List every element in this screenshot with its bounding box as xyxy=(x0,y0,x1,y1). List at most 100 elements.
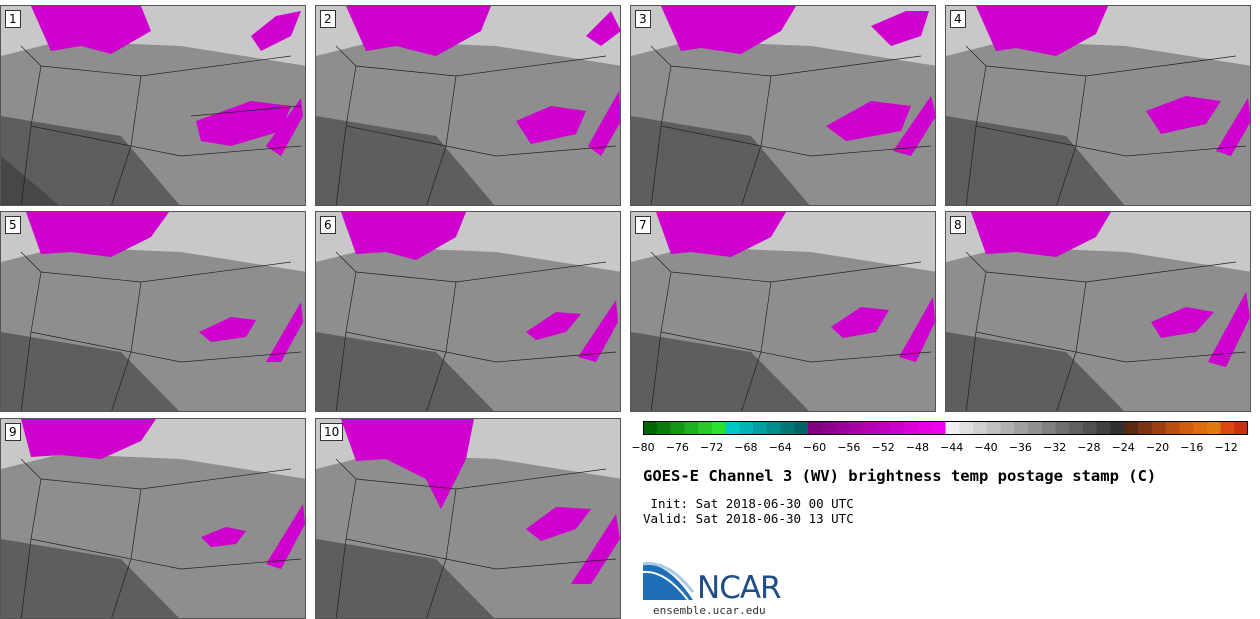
colorbar-swatch xyxy=(711,421,727,435)
colorbar-tick-label: −12 xyxy=(1214,441,1238,454)
colorbar-swatch xyxy=(1041,421,1057,435)
map-panel-image xyxy=(1,6,305,205)
colorbar-swatch xyxy=(808,421,823,435)
panel-number-label: 6 xyxy=(320,216,336,234)
colorbar-swatch xyxy=(1193,421,1208,435)
map-panel-image xyxy=(946,6,1250,205)
colorbar-swatch xyxy=(1083,421,1098,435)
panel-number-label: 7 xyxy=(635,216,651,234)
colorbar-tick-label: −40 xyxy=(974,441,998,454)
colorbar-swatch xyxy=(1124,421,1139,435)
colorbar-tick-label: −80 xyxy=(631,441,655,454)
colorbar-tick-label: −36 xyxy=(1008,441,1032,454)
postage-stamp-panel: 3 xyxy=(630,5,936,206)
colorbar-swatch xyxy=(1096,421,1112,435)
colorbar-swatch xyxy=(1138,421,1153,435)
map-panel-image xyxy=(1,419,305,618)
postage-stamp-panel: 8 xyxy=(945,211,1251,412)
colorbar-swatch xyxy=(656,421,672,435)
colorbar-tick-label: −20 xyxy=(1145,441,1170,454)
colorbar-swatch xyxy=(1206,421,1222,435)
panel-number-label: 10 xyxy=(320,423,344,441)
colorbar-swatch xyxy=(1055,421,1070,435)
colorbar-swatch xyxy=(945,421,960,435)
colorbar-swatch xyxy=(766,421,782,435)
map-panel-image xyxy=(1,212,305,411)
colorbar-swatch xyxy=(904,421,919,435)
colorbar-swatch xyxy=(1000,421,1015,435)
colorbar-swatch xyxy=(1179,421,1194,435)
colorbar-swatch xyxy=(1220,421,1235,435)
postage-stamp-panel: 5 xyxy=(0,211,306,412)
colorbar-tick-label: −52 xyxy=(871,441,895,454)
colorbar-swatch xyxy=(684,421,699,435)
colorbar-swatch xyxy=(835,421,850,435)
ncar-logo-icon xyxy=(643,562,695,601)
colorbar-tick-label: −72 xyxy=(699,441,724,454)
panel-number-label: 1 xyxy=(5,10,21,28)
colorbar-swatch xyxy=(1069,421,1084,435)
colorbar-swatch xyxy=(698,421,713,435)
map-panel-image xyxy=(631,212,935,411)
logo-text: NCAR xyxy=(697,570,782,606)
colorbar-swatch xyxy=(973,421,988,435)
colorbar-swatch xyxy=(739,421,754,435)
postage-stamp-panel: 10 xyxy=(315,418,621,619)
colorbar-swatch xyxy=(753,421,768,435)
postage-stamp-panel: 2 xyxy=(315,5,621,206)
map-panel-image xyxy=(631,6,935,205)
colorbar-swatch xyxy=(931,421,947,435)
colorbar-swatch xyxy=(876,421,892,435)
colorbar-tick-label: −76 xyxy=(665,441,689,454)
colorbar-swatch xyxy=(1234,421,1248,435)
map-title: GOES-E Channel 3 (WV) brightness temp po… xyxy=(643,467,1157,485)
map-panel-image xyxy=(316,212,620,411)
colorbar-tick-label: −64 xyxy=(768,441,792,454)
colorbar-swatch xyxy=(1110,421,1125,435)
colorbar-swatch xyxy=(670,421,685,435)
colorbar-swatch xyxy=(918,421,933,435)
map-panel-image xyxy=(316,419,620,618)
colorbar-swatch xyxy=(1165,421,1180,435)
map-panel-image xyxy=(946,212,1250,411)
postage-stamp-panel: 9 xyxy=(0,418,306,619)
panel-number-label: 9 xyxy=(5,423,21,441)
colorbar-swatch xyxy=(1028,421,1043,435)
colorbar-tick-label: −56 xyxy=(837,441,861,454)
colorbar-tick-label: −32 xyxy=(1042,441,1067,454)
map-panel-image xyxy=(316,6,620,205)
colorbar-swatch xyxy=(821,421,837,435)
colorbar-tick-label: −60 xyxy=(802,441,827,454)
colorbar-swatch xyxy=(890,421,905,435)
panel-number-label: 4 xyxy=(950,10,966,28)
colorbar-swatch xyxy=(780,421,795,435)
logo-url: ensemble.ucar.edu xyxy=(653,604,766,617)
colorbar-swatch xyxy=(1014,421,1029,435)
panel-number-label: 3 xyxy=(635,10,651,28)
colorbar-swatch xyxy=(1151,421,1167,435)
colorbar-swatch xyxy=(725,421,740,435)
colorbar-tick-label: −28 xyxy=(1077,441,1101,454)
colorbar-swatch xyxy=(643,421,658,435)
colorbar-swatch xyxy=(959,421,974,435)
colorbar-swatch xyxy=(849,421,864,435)
colorbar-tick-label: −24 xyxy=(1111,441,1135,454)
colorbar-tick-label: −48 xyxy=(905,441,929,454)
postage-stamp-panel: 7 xyxy=(630,211,936,412)
postage-stamp-panel: 4 xyxy=(945,5,1251,206)
colorbar-swatch xyxy=(986,421,1002,435)
panel-number-label: 2 xyxy=(320,10,336,28)
init-time: Init: Sat 2018-06-30 00 UTC xyxy=(643,496,854,511)
colorbar-tick-label: −44 xyxy=(940,441,964,454)
panel-number-label: 8 xyxy=(950,216,966,234)
colorbar xyxy=(643,421,1248,435)
postage-stamp-panel: 6 xyxy=(315,211,621,412)
colorbar-tick-label: −16 xyxy=(1180,441,1204,454)
valid-time: Valid: Sat 2018-06-30 13 UTC xyxy=(643,511,854,526)
colorbar-border xyxy=(643,421,1248,435)
postage-stamp-panel: 1 xyxy=(0,5,306,206)
colorbar-tick-label: −68 xyxy=(734,441,758,454)
colorbar-swatch xyxy=(863,421,878,435)
panel-number-label: 5 xyxy=(5,216,21,234)
colorbar-swatch xyxy=(794,421,809,435)
